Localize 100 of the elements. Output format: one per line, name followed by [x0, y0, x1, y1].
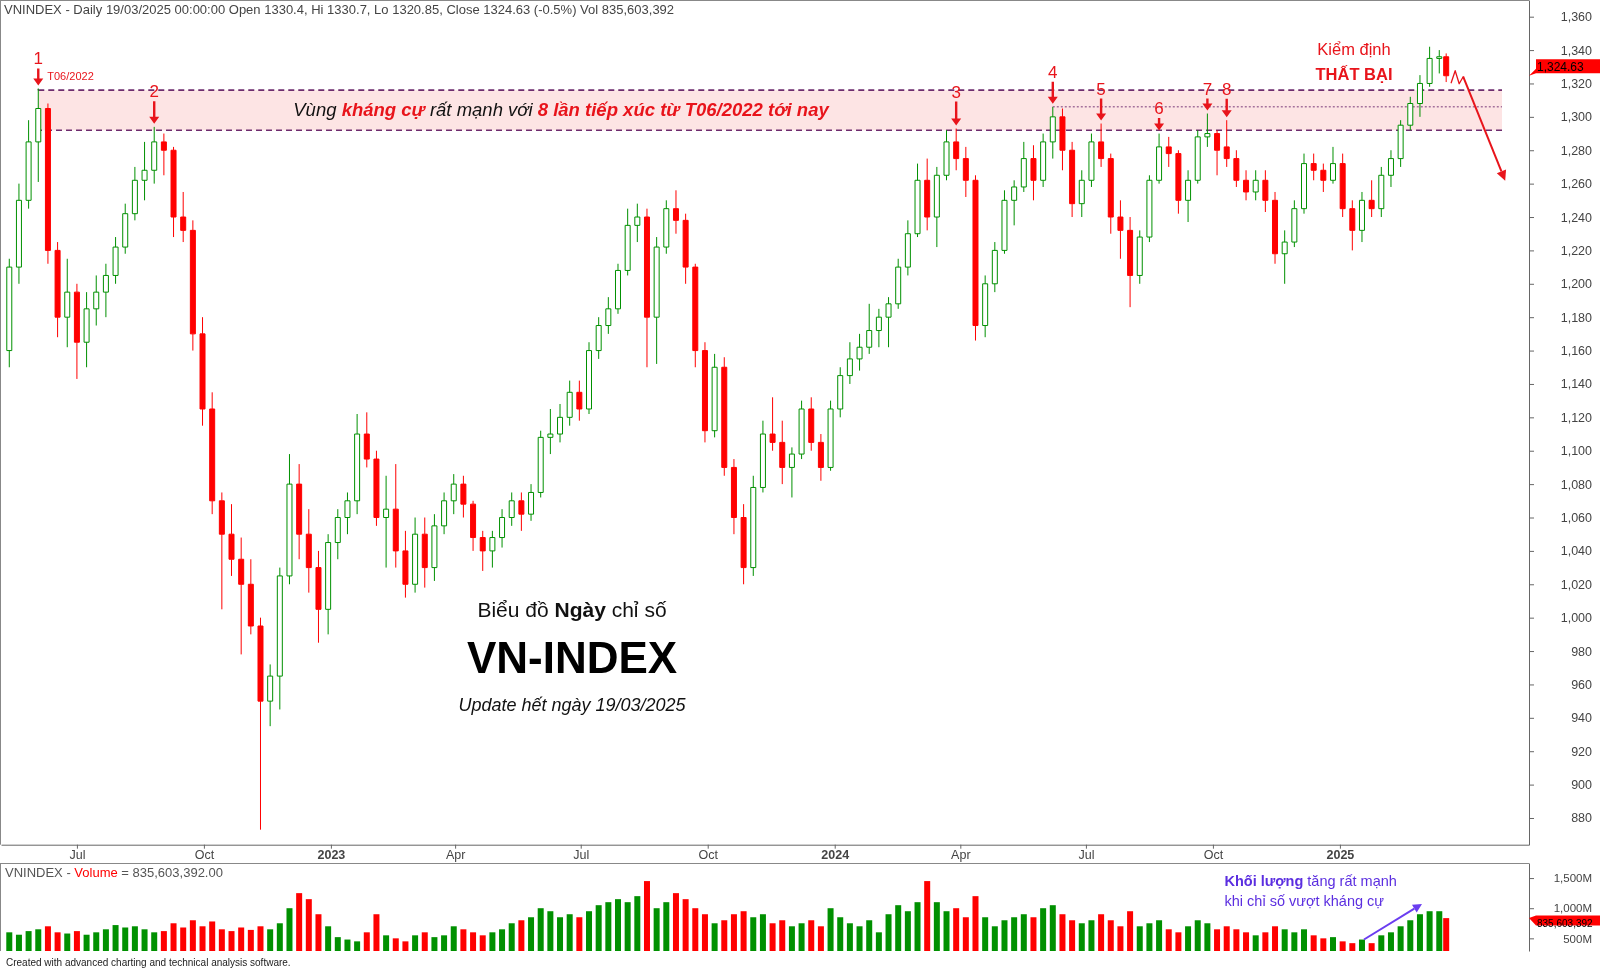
- candlestick: [1001, 189, 1008, 255]
- candlestick: [566, 380, 573, 427]
- candlestick: [827, 400, 834, 472]
- annotation: Update hết ngày 19/03/2025: [458, 695, 687, 715]
- candlestick: [885, 296, 892, 348]
- candlestick: [228, 503, 235, 577]
- candlestick: [1301, 153, 1308, 215]
- candlestick: [740, 503, 747, 585]
- candlestick: [102, 263, 109, 318]
- candlestick: [750, 475, 757, 577]
- candlestick: [856, 333, 863, 372]
- candlestick: [1330, 146, 1336, 185]
- candlestick: [1262, 169, 1269, 213]
- y-tick-label: 1,100: [1560, 444, 1593, 459]
- annotation: 4: [1048, 62, 1058, 82]
- candlestick: [276, 567, 283, 710]
- candlestick: [383, 475, 390, 569]
- candlestick: [151, 126, 158, 185]
- y-tick-label: 1,360: [1560, 10, 1593, 25]
- candlestick: [1107, 153, 1114, 235]
- text: Created with advanced charting and technical analysis software.: [6, 957, 291, 968]
- y-tick-label: 1,020: [1560, 577, 1593, 592]
- candlestick: [373, 450, 380, 527]
- candlestick: [296, 463, 303, 560]
- y-tick-label: 1,320: [1560, 76, 1593, 91]
- text: Biểu đồ Ngày chỉ số: [477, 598, 667, 621]
- x-tick-label: Jul: [1078, 847, 1095, 862]
- candlestick: [170, 146, 177, 238]
- candlestick: [1136, 229, 1143, 285]
- candlestick: [25, 119, 32, 210]
- annotation: 2: [149, 82, 159, 102]
- candlestick: [595, 316, 602, 360]
- candlestick: [924, 158, 931, 231]
- candlestick: [1040, 133, 1047, 188]
- annotation: 7: [1202, 79, 1213, 99]
- candlestick: [421, 517, 428, 589]
- candlestick: [721, 356, 728, 477]
- y-tick-label: 1,220: [1560, 243, 1593, 258]
- candlestick: [1426, 46, 1433, 88]
- candlestick: [209, 391, 216, 515]
- candlestick: [160, 133, 167, 176]
- text: VNINDEX - Daily 19/03/2025 00:00:00 Open 1330.4, Hi 1330.7, Lo 1320.85, Close 1324.63 (-0.5%) Vol 835,603,392: [4, 2, 675, 17]
- candlestick: [267, 663, 274, 727]
- candlestick: [1223, 119, 1230, 168]
- x-tick-label: 2024: [821, 847, 850, 862]
- candlestick: [875, 308, 882, 348]
- candlestick: [35, 87, 42, 183]
- candlestick: [991, 241, 998, 293]
- candlestick: [1339, 153, 1346, 218]
- y-tick-label: 940: [1571, 711, 1593, 726]
- y-tick-label: 1,340: [1560, 43, 1593, 58]
- candlestick: [972, 174, 979, 342]
- candlestick: [537, 430, 544, 498]
- y-tick-label: 500M: [1563, 932, 1592, 945]
- candlestick: [1214, 129, 1221, 176]
- candlestick: [325, 533, 332, 635]
- candlestick: [1030, 144, 1037, 201]
- candlestick: [1243, 169, 1250, 201]
- candlestick: [450, 473, 457, 515]
- candlestick: [141, 141, 148, 201]
- candlestick: [180, 191, 187, 243]
- candlestick: [238, 537, 245, 655]
- y-tick-label: 1,260: [1560, 177, 1593, 192]
- candlestick: [576, 380, 583, 422]
- candlestick: [1088, 133, 1095, 188]
- candlestick: [1443, 52, 1450, 83]
- candlestick: [247, 558, 254, 635]
- candlestick: [837, 366, 844, 418]
- candlestick: [1272, 191, 1279, 265]
- annotation: Kiểm định THẤT BẠI: [1315, 40, 1393, 83]
- candlestick: [798, 400, 805, 460]
- candlestick: [64, 258, 71, 348]
- candlestick: [344, 491, 351, 535]
- candlestick: [933, 166, 940, 248]
- candlestick: [895, 258, 902, 310]
- x-tick-label: Oct: [194, 847, 215, 862]
- y-tick-label: 1,000: [1560, 611, 1593, 626]
- candlestick: [643, 208, 650, 368]
- candlestick: [286, 453, 293, 585]
- candlestick: [769, 396, 776, 452]
- text: Khối lượng tăng rất mạnh khi chỉ số vượt kháng cự: [1224, 873, 1397, 909]
- text: Vùng kháng cự rất mạnh với 8 lần tiếp xúc từ T06/2022 tới nay: [293, 99, 829, 121]
- candlestick: [1407, 96, 1414, 131]
- candlestick: [605, 296, 612, 335]
- candlestick: [1368, 179, 1375, 218]
- annotation: 6: [1154, 99, 1164, 119]
- candlestick: [1049, 106, 1056, 160]
- candlestick: [866, 303, 873, 355]
- candlestick: [131, 166, 138, 221]
- candlestick: [199, 316, 206, 427]
- y-tick-label: 1,280: [1560, 143, 1593, 158]
- candlestick: [1397, 119, 1404, 168]
- y-tick-label: 1,500M: [1553, 872, 1592, 885]
- candlestick: [547, 408, 554, 455]
- candlestick: [692, 263, 699, 368]
- candlestick: [402, 530, 409, 599]
- candlestick: [441, 491, 448, 535]
- candlestick: [1320, 163, 1327, 193]
- candlestick: [808, 396, 815, 452]
- candlestick: [682, 213, 689, 285]
